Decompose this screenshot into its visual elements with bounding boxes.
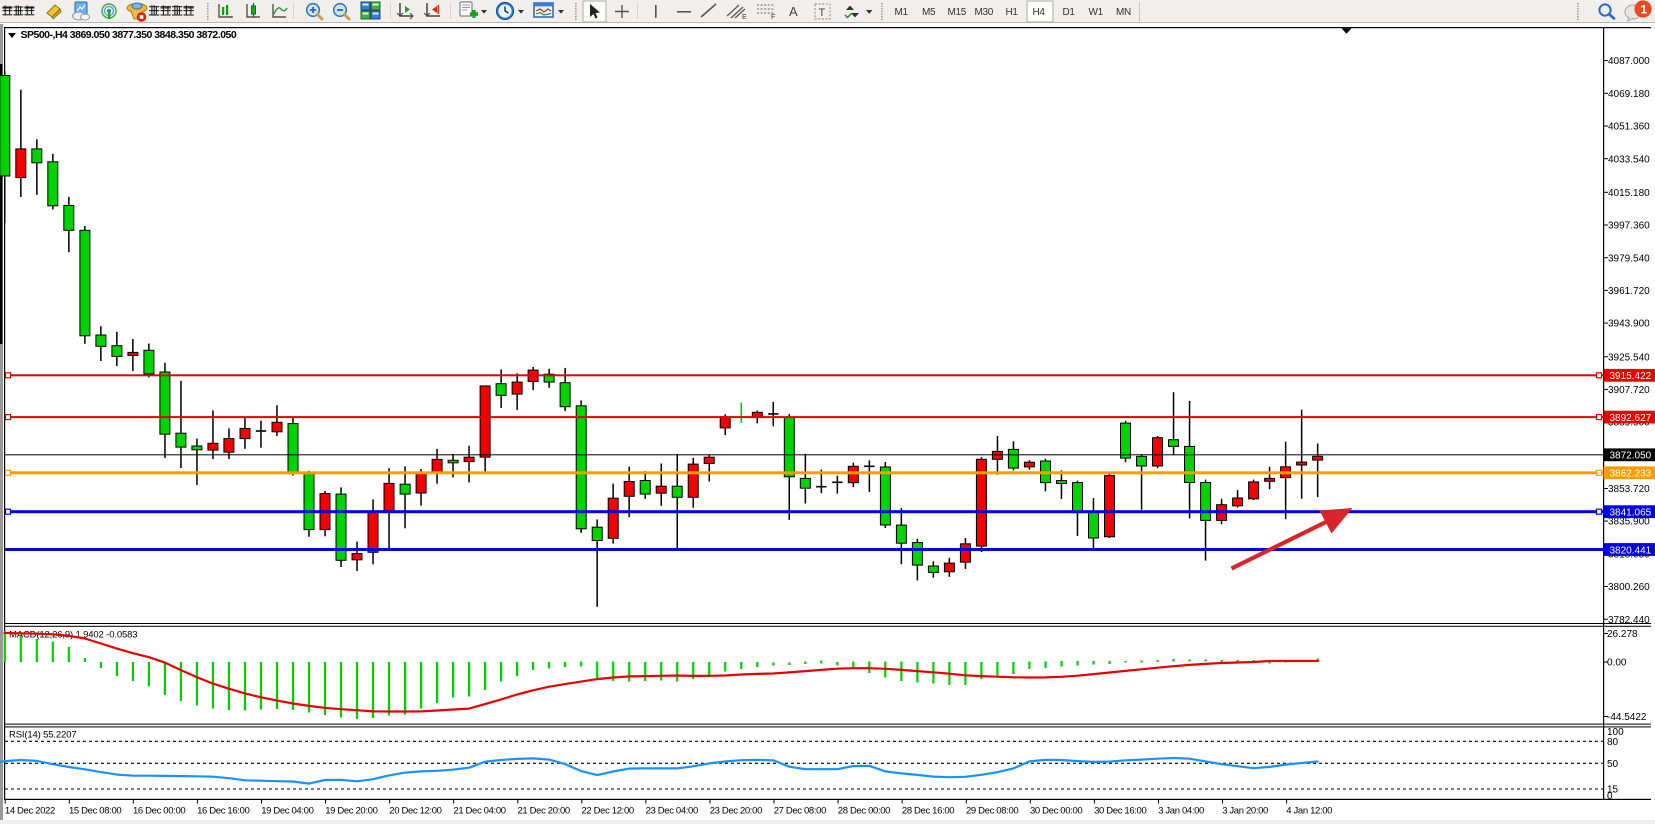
- svg-text:3961.720: 3961.720: [1608, 286, 1650, 297]
- svg-text:27 Dec 08:00: 27 Dec 08:00: [774, 806, 826, 817]
- svg-text:M30: M30: [975, 7, 994, 18]
- svg-text:4015.180: 4015.180: [1608, 188, 1650, 199]
- svg-text:21 Dec 04:00: 21 Dec 04:00: [453, 806, 505, 817]
- svg-text:3979.540: 3979.540: [1608, 253, 1650, 264]
- svg-text:F: F: [771, 14, 775, 21]
- svg-text:3892.627: 3892.627: [1610, 413, 1652, 424]
- svg-text:3925.540: 3925.540: [1608, 352, 1650, 363]
- svg-text:3 Jan 04:00: 3 Jan 04:00: [1158, 806, 1204, 817]
- svg-text:H4: H4: [1033, 7, 1046, 18]
- svg-text:3943.900: 3943.900: [1608, 319, 1650, 330]
- svg-text:28 Dec 00:00: 28 Dec 00:00: [838, 806, 890, 817]
- svg-text:20 Dec 12:00: 20 Dec 12:00: [389, 806, 441, 817]
- svg-text:A: A: [789, 4, 798, 19]
- svg-text:4 Jan 12:00: 4 Jan 12:00: [1286, 806, 1332, 817]
- svg-text:3800.260: 3800.260: [1608, 582, 1650, 593]
- svg-text:3835.900: 3835.900: [1608, 517, 1650, 528]
- svg-text:16 Dec 16:00: 16 Dec 16:00: [197, 806, 249, 817]
- svg-text:E: E: [742, 14, 747, 21]
- svg-text:3 Jan 20:00: 3 Jan 20:00: [1222, 806, 1268, 817]
- svg-text:MACD(12,26,9) 1.9402 -0.0583: MACD(12,26,9) 1.9402 -0.0583: [9, 630, 137, 641]
- svg-text:23 Dec 20:00: 23 Dec 20:00: [710, 806, 762, 817]
- svg-text:15 Dec 08:00: 15 Dec 08:00: [69, 806, 121, 817]
- svg-text:16 Dec 00:00: 16 Dec 00:00: [133, 806, 185, 817]
- svg-text:0.00: 0.00: [1607, 658, 1627, 669]
- svg-text:M5: M5: [922, 7, 936, 18]
- svg-text:80: 80: [1607, 737, 1619, 748]
- svg-text:23 Dec 04:00: 23 Dec 04:00: [646, 806, 698, 817]
- svg-text:1: 1: [1641, 3, 1648, 17]
- svg-text:19 Dec 04:00: 19 Dec 04:00: [261, 806, 313, 817]
- svg-text:30 Dec 16:00: 30 Dec 16:00: [1094, 806, 1146, 817]
- svg-text:3997.360: 3997.360: [1608, 221, 1650, 232]
- svg-text:15: 15: [1607, 785, 1619, 796]
- svg-text:4033.540: 4033.540: [1608, 154, 1650, 165]
- svg-text:SP500-,H4 3869.050 3877.350 3: SP500-,H4 3869.050 3877.350 3848.350 387…: [21, 29, 237, 41]
- svg-text:3872.050: 3872.050: [1610, 451, 1652, 462]
- svg-text:M1: M1: [895, 7, 909, 18]
- svg-text:19 Dec 20:00: 19 Dec 20:00: [325, 806, 377, 817]
- svg-text:0: 0: [1607, 791, 1613, 802]
- svg-text:30 Dec 00:00: 30 Dec 00:00: [1030, 806, 1082, 817]
- svg-text:28 Dec 16:00: 28 Dec 16:00: [902, 806, 954, 817]
- svg-text:RSI(14) 55.2207: RSI(14) 55.2207: [9, 730, 76, 741]
- svg-text:H1: H1: [1006, 7, 1019, 18]
- svg-text:4087.000: 4087.000: [1608, 56, 1650, 67]
- svg-text:3862.233: 3862.233: [1610, 469, 1652, 480]
- svg-text:3841.065: 3841.065: [1610, 508, 1652, 519]
- svg-text:50: 50: [1607, 759, 1619, 770]
- svg-text:21 Dec 20:00: 21 Dec 20:00: [518, 806, 570, 817]
- svg-text:22 Dec 12:00: 22 Dec 12:00: [582, 806, 634, 817]
- svg-text:3915.422: 3915.422: [1610, 371, 1652, 382]
- svg-text:3853.720: 3853.720: [1608, 484, 1650, 495]
- svg-text:T: T: [819, 7, 826, 19]
- svg-text:W1: W1: [1089, 7, 1104, 18]
- svg-text:29 Dec 08:00: 29 Dec 08:00: [966, 806, 1018, 817]
- svg-text:14 Dec 2022: 14 Dec 2022: [5, 806, 55, 817]
- svg-text:D1: D1: [1063, 7, 1076, 18]
- svg-text:3820.441: 3820.441: [1610, 545, 1652, 556]
- svg-text:100: 100: [1607, 727, 1624, 738]
- svg-text:4069.180: 4069.180: [1608, 89, 1650, 100]
- svg-text:3782.440: 3782.440: [1608, 615, 1650, 626]
- svg-text:4051.360: 4051.360: [1608, 122, 1650, 133]
- svg-text:26.278: 26.278: [1607, 629, 1638, 640]
- svg-text:3907.720: 3907.720: [1608, 385, 1650, 396]
- svg-text:MN: MN: [1116, 7, 1131, 18]
- svg-text:-44.5422: -44.5422: [1607, 712, 1647, 723]
- svg-text:M15: M15: [948, 7, 967, 18]
